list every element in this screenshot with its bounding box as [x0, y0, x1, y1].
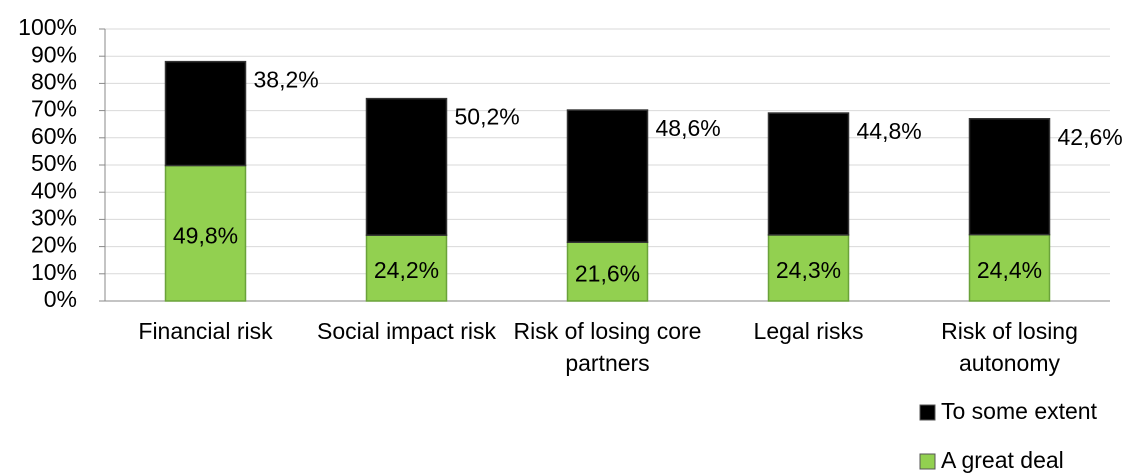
data-label: 48,6% [656, 115, 721, 141]
data-label: 44,8% [857, 118, 922, 144]
legend-swatch [919, 404, 936, 421]
y-tick-label: 80% [31, 68, 77, 94]
y-tick-label: 100% [18, 14, 77, 40]
bar-segment [968, 118, 1051, 236]
bar-segment [164, 164, 247, 302]
data-label: 49,8% [173, 222, 238, 248]
bar-segment [566, 109, 649, 243]
data-label: 38,2% [254, 67, 319, 93]
data-label: 24,3% [776, 257, 841, 283]
x-tick-label: Legal risks [753, 318, 864, 344]
x-tick-label: Financial risk [138, 318, 273, 344]
x-tick-label: Risk of losing autonomy [941, 318, 1078, 376]
y-tick-label: 30% [31, 204, 77, 230]
y-tick-label: 40% [31, 177, 77, 203]
bar-segment [365, 97, 448, 236]
y-tick-label: 60% [31, 123, 77, 149]
y-tick-label: 50% [31, 150, 77, 176]
y-tick-label: 10% [31, 259, 77, 285]
bar-segment [164, 60, 247, 167]
data-label: 50,2% [455, 104, 520, 130]
x-tick-label: Social impact risk [317, 318, 496, 344]
data-label: 24,2% [374, 257, 439, 283]
legend-label: A great deal [941, 447, 1064, 473]
bar-segment [365, 234, 448, 302]
legend-label: To some extent [941, 398, 1098, 424]
legend-swatch [919, 453, 936, 470]
bar-segment [767, 112, 850, 236]
y-tick-label: 20% [31, 232, 77, 258]
y-tick-label: 70% [31, 96, 77, 122]
y-tick-label: 0% [44, 286, 77, 312]
data-label: 24,4% [977, 257, 1042, 283]
data-label: 42,6% [1058, 124, 1123, 150]
x-tick-label: Risk of losing core partners [513, 318, 702, 376]
y-tick-label: 90% [31, 41, 77, 67]
data-label: 21,6% [575, 261, 640, 287]
